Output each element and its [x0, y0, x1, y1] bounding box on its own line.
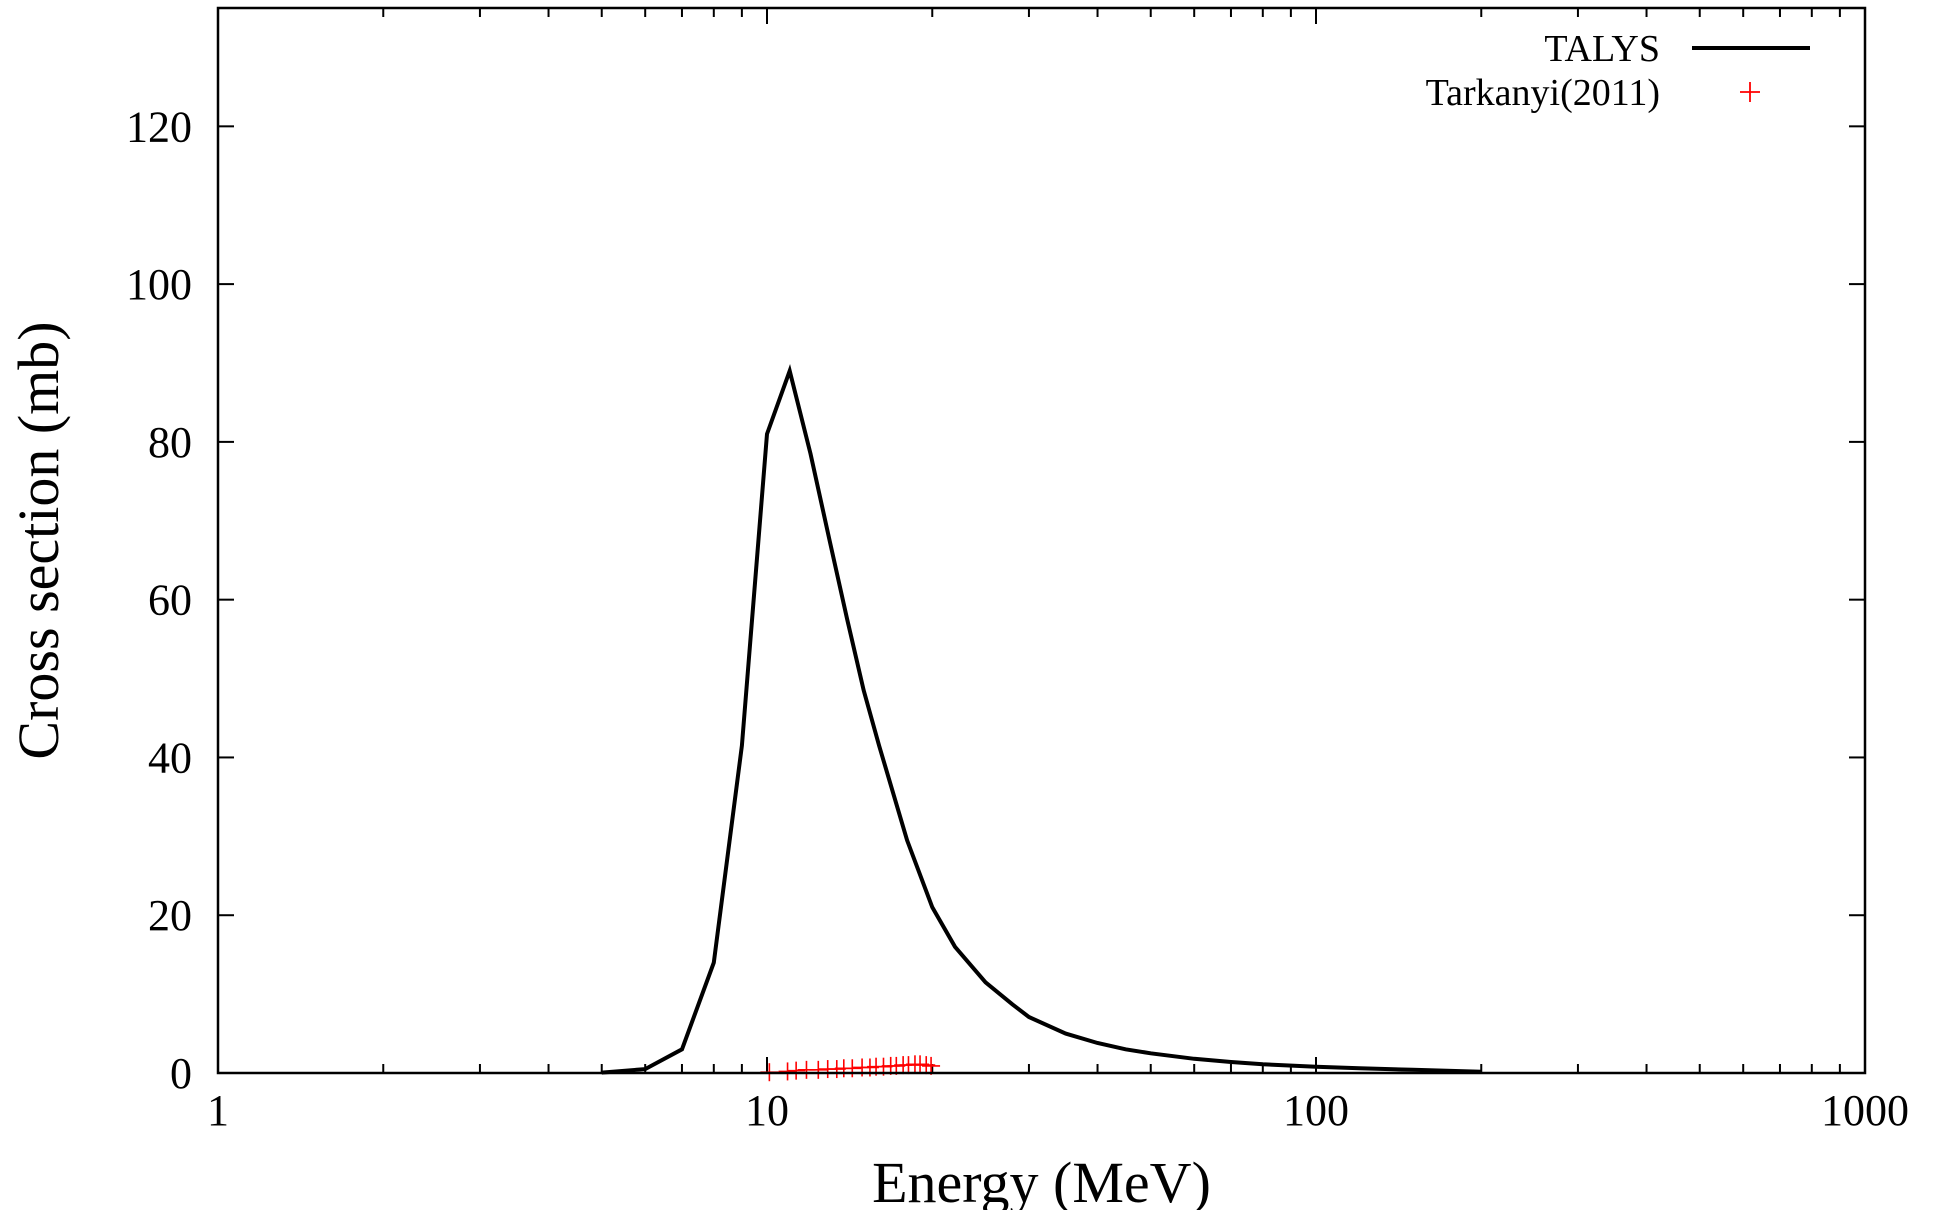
x-tick-label: 1	[207, 1086, 229, 1135]
x-tick-label: 100	[1283, 1086, 1349, 1135]
legend-label: TALYS	[1544, 28, 1660, 70]
x-tick-label: 10	[745, 1086, 789, 1135]
y-tick-label: 60	[148, 576, 192, 625]
series-line-talys	[601, 364, 1482, 1075]
tick-labels: 1 10 100 1000 0 20 40 60 80 100 120	[126, 102, 1909, 1135]
x-axis-title: Energy (MeV)	[872, 1150, 1211, 1210]
y-tick-label: 40	[148, 733, 192, 782]
plot-frame	[216, 6, 1867, 1075]
y-tick-label: 100	[126, 260, 192, 309]
y-axis-title: Cross section (mb)	[6, 321, 71, 759]
y-tick-label: 20	[148, 891, 192, 940]
legend-label: Tarkanyi(2011)	[1426, 72, 1660, 114]
x-tick-label: 1000	[1821, 1086, 1909, 1135]
legend-marker-swatch	[1740, 82, 1760, 102]
y-tick-label: 80	[148, 418, 192, 467]
y-tick-label: 0	[170, 1049, 192, 1098]
y-tick-label: 120	[126, 102, 192, 151]
